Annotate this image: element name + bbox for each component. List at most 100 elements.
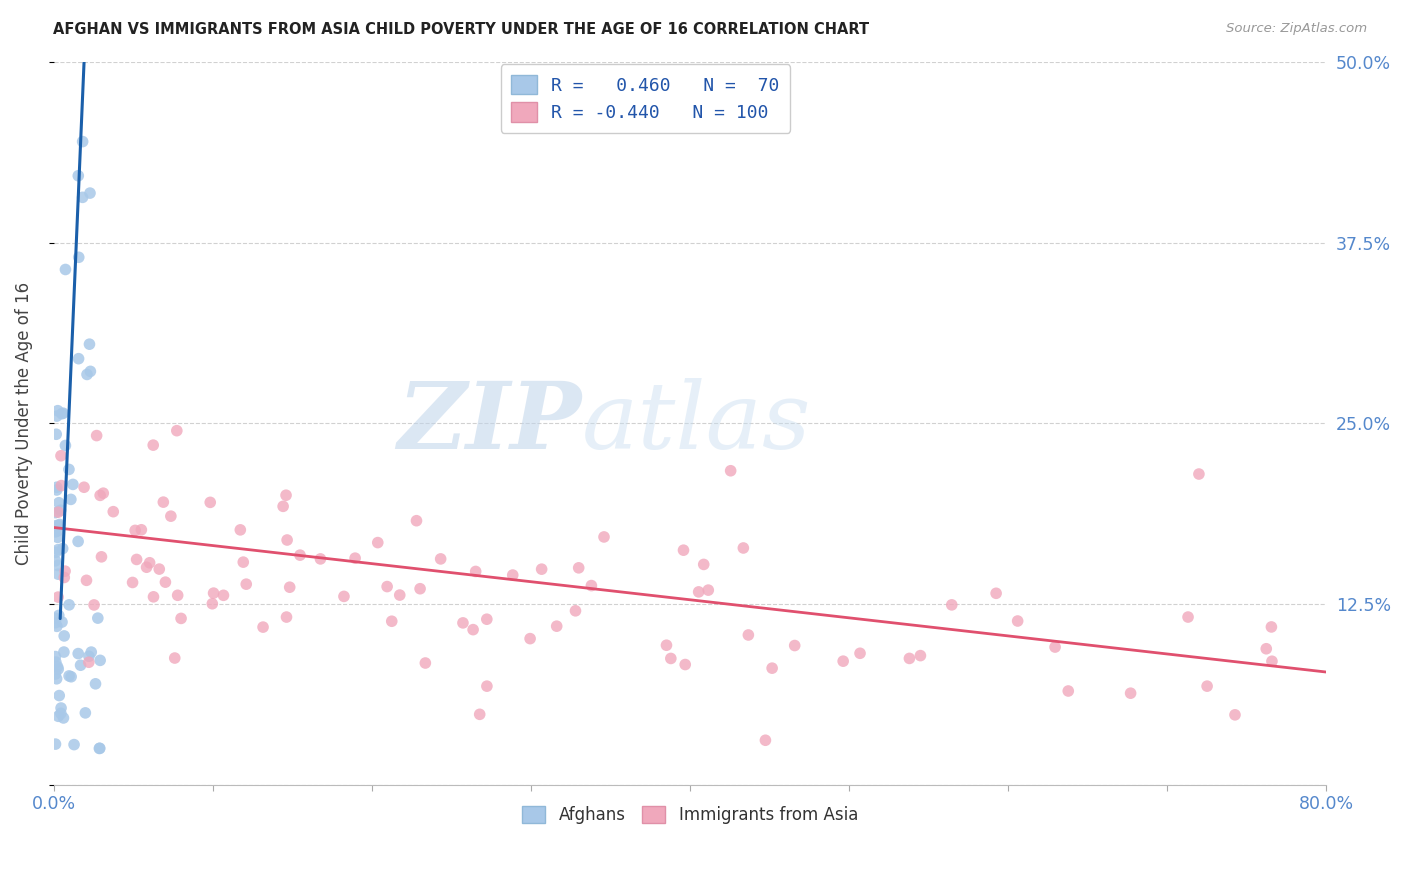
Point bbox=[235, 577, 257, 591]
Point bbox=[46, 567, 69, 582]
Point bbox=[276, 533, 298, 547]
Point bbox=[166, 424, 188, 438]
Point bbox=[44, 649, 66, 664]
Point bbox=[48, 689, 70, 703]
Point bbox=[274, 488, 297, 502]
Point bbox=[44, 506, 66, 520]
Point bbox=[655, 638, 678, 652]
Point bbox=[52, 645, 75, 659]
Point bbox=[124, 524, 146, 538]
Point bbox=[375, 580, 398, 594]
Point bbox=[783, 639, 806, 653]
Point bbox=[58, 462, 80, 476]
Point bbox=[125, 552, 148, 566]
Point bbox=[475, 612, 498, 626]
Point bbox=[48, 518, 70, 533]
Point bbox=[429, 552, 451, 566]
Point bbox=[519, 632, 541, 646]
Point bbox=[1197, 679, 1219, 693]
Point bbox=[46, 530, 69, 544]
Point bbox=[62, 477, 84, 491]
Point bbox=[475, 679, 498, 693]
Point bbox=[89, 741, 111, 756]
Point bbox=[1119, 686, 1142, 700]
Point bbox=[1057, 684, 1080, 698]
Point bbox=[201, 597, 224, 611]
Point bbox=[48, 517, 70, 532]
Point bbox=[90, 549, 112, 564]
Y-axis label: Child Poverty Under the Age of 16: Child Poverty Under the Age of 16 bbox=[15, 282, 32, 565]
Point bbox=[131, 523, 153, 537]
Point bbox=[46, 403, 69, 417]
Point bbox=[45, 409, 67, 423]
Point bbox=[200, 495, 222, 509]
Point bbox=[152, 495, 174, 509]
Point bbox=[593, 530, 616, 544]
Point bbox=[45, 545, 67, 559]
Point bbox=[530, 562, 553, 576]
Point bbox=[77, 649, 100, 664]
Point bbox=[941, 598, 963, 612]
Point bbox=[58, 669, 80, 683]
Point bbox=[468, 707, 491, 722]
Point bbox=[63, 738, 86, 752]
Point bbox=[46, 524, 69, 538]
Point bbox=[77, 655, 100, 669]
Point bbox=[67, 647, 90, 661]
Point bbox=[1261, 654, 1284, 668]
Point bbox=[45, 672, 67, 686]
Point bbox=[67, 534, 90, 549]
Point bbox=[832, 654, 855, 668]
Point bbox=[135, 560, 157, 574]
Point bbox=[53, 564, 76, 578]
Point bbox=[73, 480, 96, 494]
Point bbox=[659, 651, 682, 665]
Point bbox=[67, 250, 90, 264]
Point bbox=[252, 620, 274, 634]
Point bbox=[693, 558, 716, 572]
Point bbox=[53, 570, 76, 584]
Point bbox=[568, 561, 591, 575]
Point bbox=[1188, 467, 1211, 481]
Point bbox=[271, 500, 294, 514]
Point bbox=[232, 555, 254, 569]
Point bbox=[49, 503, 72, 517]
Point bbox=[333, 590, 356, 604]
Point bbox=[44, 554, 66, 568]
Point bbox=[672, 543, 695, 558]
Point bbox=[89, 488, 111, 502]
Point bbox=[142, 590, 165, 604]
Point bbox=[79, 337, 101, 351]
Point bbox=[48, 496, 70, 510]
Point bbox=[415, 656, 437, 670]
Point bbox=[1260, 620, 1282, 634]
Point bbox=[388, 588, 411, 602]
Point bbox=[52, 711, 75, 725]
Point bbox=[1223, 707, 1246, 722]
Point bbox=[76, 368, 98, 382]
Point bbox=[754, 733, 776, 747]
Point bbox=[46, 542, 69, 557]
Point bbox=[1043, 640, 1066, 654]
Text: AFGHAN VS IMMIGRANTS FROM ASIA CHILD POVERTY UNDER THE AGE OF 16 CORRELATION CHA: AFGHAN VS IMMIGRANTS FROM ASIA CHILD POV… bbox=[53, 22, 869, 37]
Point bbox=[564, 604, 586, 618]
Point bbox=[52, 541, 75, 556]
Point bbox=[910, 648, 932, 663]
Point bbox=[79, 364, 101, 378]
Point bbox=[163, 651, 186, 665]
Point bbox=[367, 535, 389, 549]
Point bbox=[45, 483, 67, 497]
Point bbox=[405, 514, 427, 528]
Point bbox=[44, 524, 66, 539]
Point bbox=[45, 518, 67, 533]
Point bbox=[288, 548, 311, 562]
Point bbox=[688, 585, 710, 599]
Point bbox=[546, 619, 568, 633]
Point bbox=[91, 486, 114, 500]
Point bbox=[166, 588, 188, 602]
Point bbox=[80, 645, 103, 659]
Point bbox=[170, 611, 193, 625]
Point bbox=[761, 661, 783, 675]
Point bbox=[45, 655, 67, 669]
Point bbox=[89, 653, 111, 667]
